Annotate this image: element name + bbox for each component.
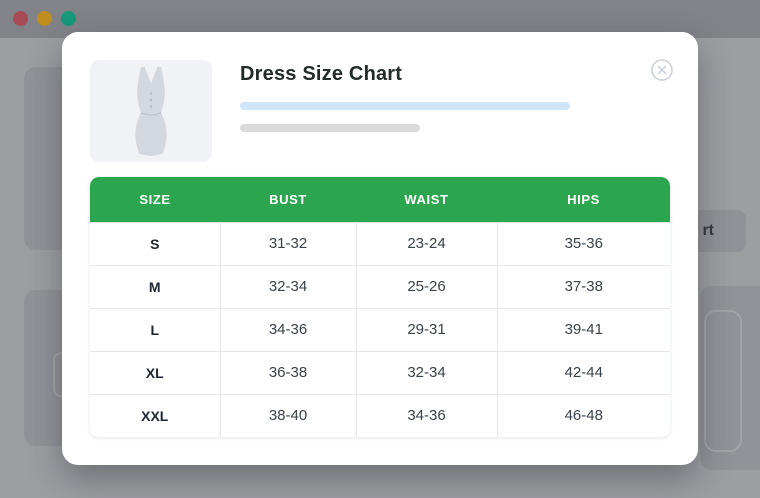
dress-icon (135, 66, 167, 156)
bust-cell: 34-36 (219, 307, 357, 352)
size-cell: XXL (90, 393, 221, 437)
bust-cell: 32-34 (219, 264, 357, 309)
hips-cell: 35-36 (496, 221, 670, 266)
waist-cell: 23-24 (355, 221, 498, 266)
dress-thumbnail (90, 60, 212, 162)
table-row: XXL 38-40 34-36 46-48 (90, 393, 670, 437)
browser-title-bar (0, 0, 760, 38)
skeleton-line-gray (240, 124, 420, 132)
bust-cell: 38-40 (219, 393, 357, 437)
window-controls (13, 11, 76, 26)
waist-cell: 25-26 (355, 264, 498, 309)
table-row: XL 36-38 32-34 42-44 (90, 350, 670, 395)
waist-cell: 34-36 (355, 393, 498, 437)
size-cell: XL (90, 350, 221, 395)
table-row: S 31-32 23-24 35-36 (90, 221, 670, 266)
bust-cell: 31-32 (219, 221, 357, 266)
header-waist: WAIST (356, 177, 497, 222)
header-bust: BUST (220, 177, 356, 222)
hips-cell: 42-44 (496, 350, 670, 395)
minimize-dot-icon[interactable] (37, 11, 52, 26)
maximize-dot-icon[interactable] (61, 11, 76, 26)
header-hips: HIPS (497, 177, 670, 222)
waist-cell: 32-34 (355, 350, 498, 395)
size-cell: M (90, 264, 221, 309)
hips-cell: 37-38 (496, 264, 670, 309)
hips-cell: 39-41 (496, 307, 670, 352)
close-icon (651, 59, 673, 81)
modal-title: Dress Size Chart (240, 63, 403, 85)
size-chart-modal: Dress Size Chart SIZE BUST WAIST (62, 32, 698, 465)
waist-cell: 29-31 (355, 307, 498, 352)
size-cell: L (90, 307, 221, 352)
background-placeholder (704, 310, 742, 452)
header-size: SIZE (90, 177, 220, 222)
table-row: M 32-34 25-26 37-38 (90, 264, 670, 309)
table-header-row: SIZE BUST WAIST HIPS (90, 177, 670, 222)
size-chart-table: SIZE BUST WAIST HIPS S 31-32 23-24 35-36… (90, 177, 670, 437)
close-button[interactable] (650, 58, 674, 82)
hips-cell: 46-48 (496, 393, 670, 437)
bust-cell: 36-38 (219, 350, 357, 395)
skeleton-line-blue (240, 102, 570, 110)
table-row: L 34-36 29-31 39-41 (90, 307, 670, 352)
size-cell: S (90, 221, 221, 266)
close-dot-icon[interactable] (13, 11, 28, 26)
